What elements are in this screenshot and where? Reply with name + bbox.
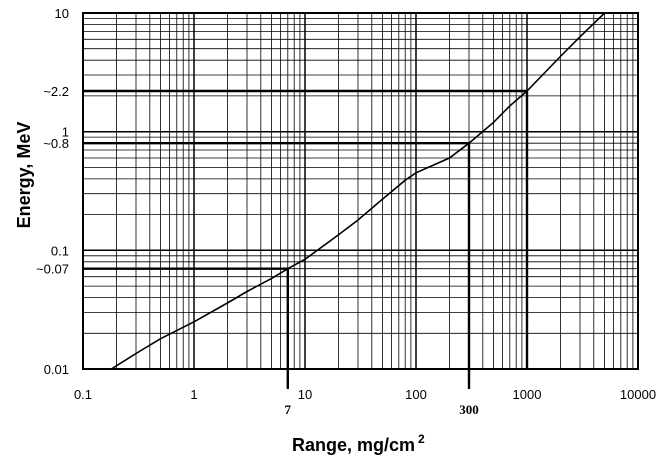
y-tick-label: 0.01 [44,362,69,377]
minor-grid [83,13,638,369]
y-annotation-labels: ~0.07 ~0.8 ~2.2 [36,84,69,277]
x-axis-title: Range, mg/cm 2 [292,432,425,455]
major-grid [83,13,638,369]
plot-frame [82,12,639,370]
x-annotation-label: 7 [285,402,292,417]
y-axis-title: Energy, MeV [14,122,34,229]
x-tick-labels: 0.1 1 10 100 1000 10000 [74,387,656,402]
y-tick-labels: 0.01 0.1 1 10 [44,6,69,377]
y-annotation-label: ~0.8 [43,136,69,151]
y-tick-label: 10 [55,6,69,21]
x-tick-label: 10 [298,387,312,402]
x-annotation-label: 300 [459,402,479,417]
y-tick-label: 1 [62,125,69,140]
y-tick-label: 0.1 [51,243,69,258]
x-tick-label: 10000 [620,387,656,402]
annotation-guides [83,89,529,389]
y-annotation-label: ~2.2 [43,84,69,99]
energy-range-curve [110,12,606,370]
x-annotation-labels: 7 300 [285,402,479,417]
x-tick-label: 100 [405,387,427,402]
x-tick-label: 1 [190,387,197,402]
y-annotation-label: ~0.07 [36,262,69,277]
x-tick-label: 0.1 [74,387,92,402]
x-tick-label: 1000 [513,387,542,402]
